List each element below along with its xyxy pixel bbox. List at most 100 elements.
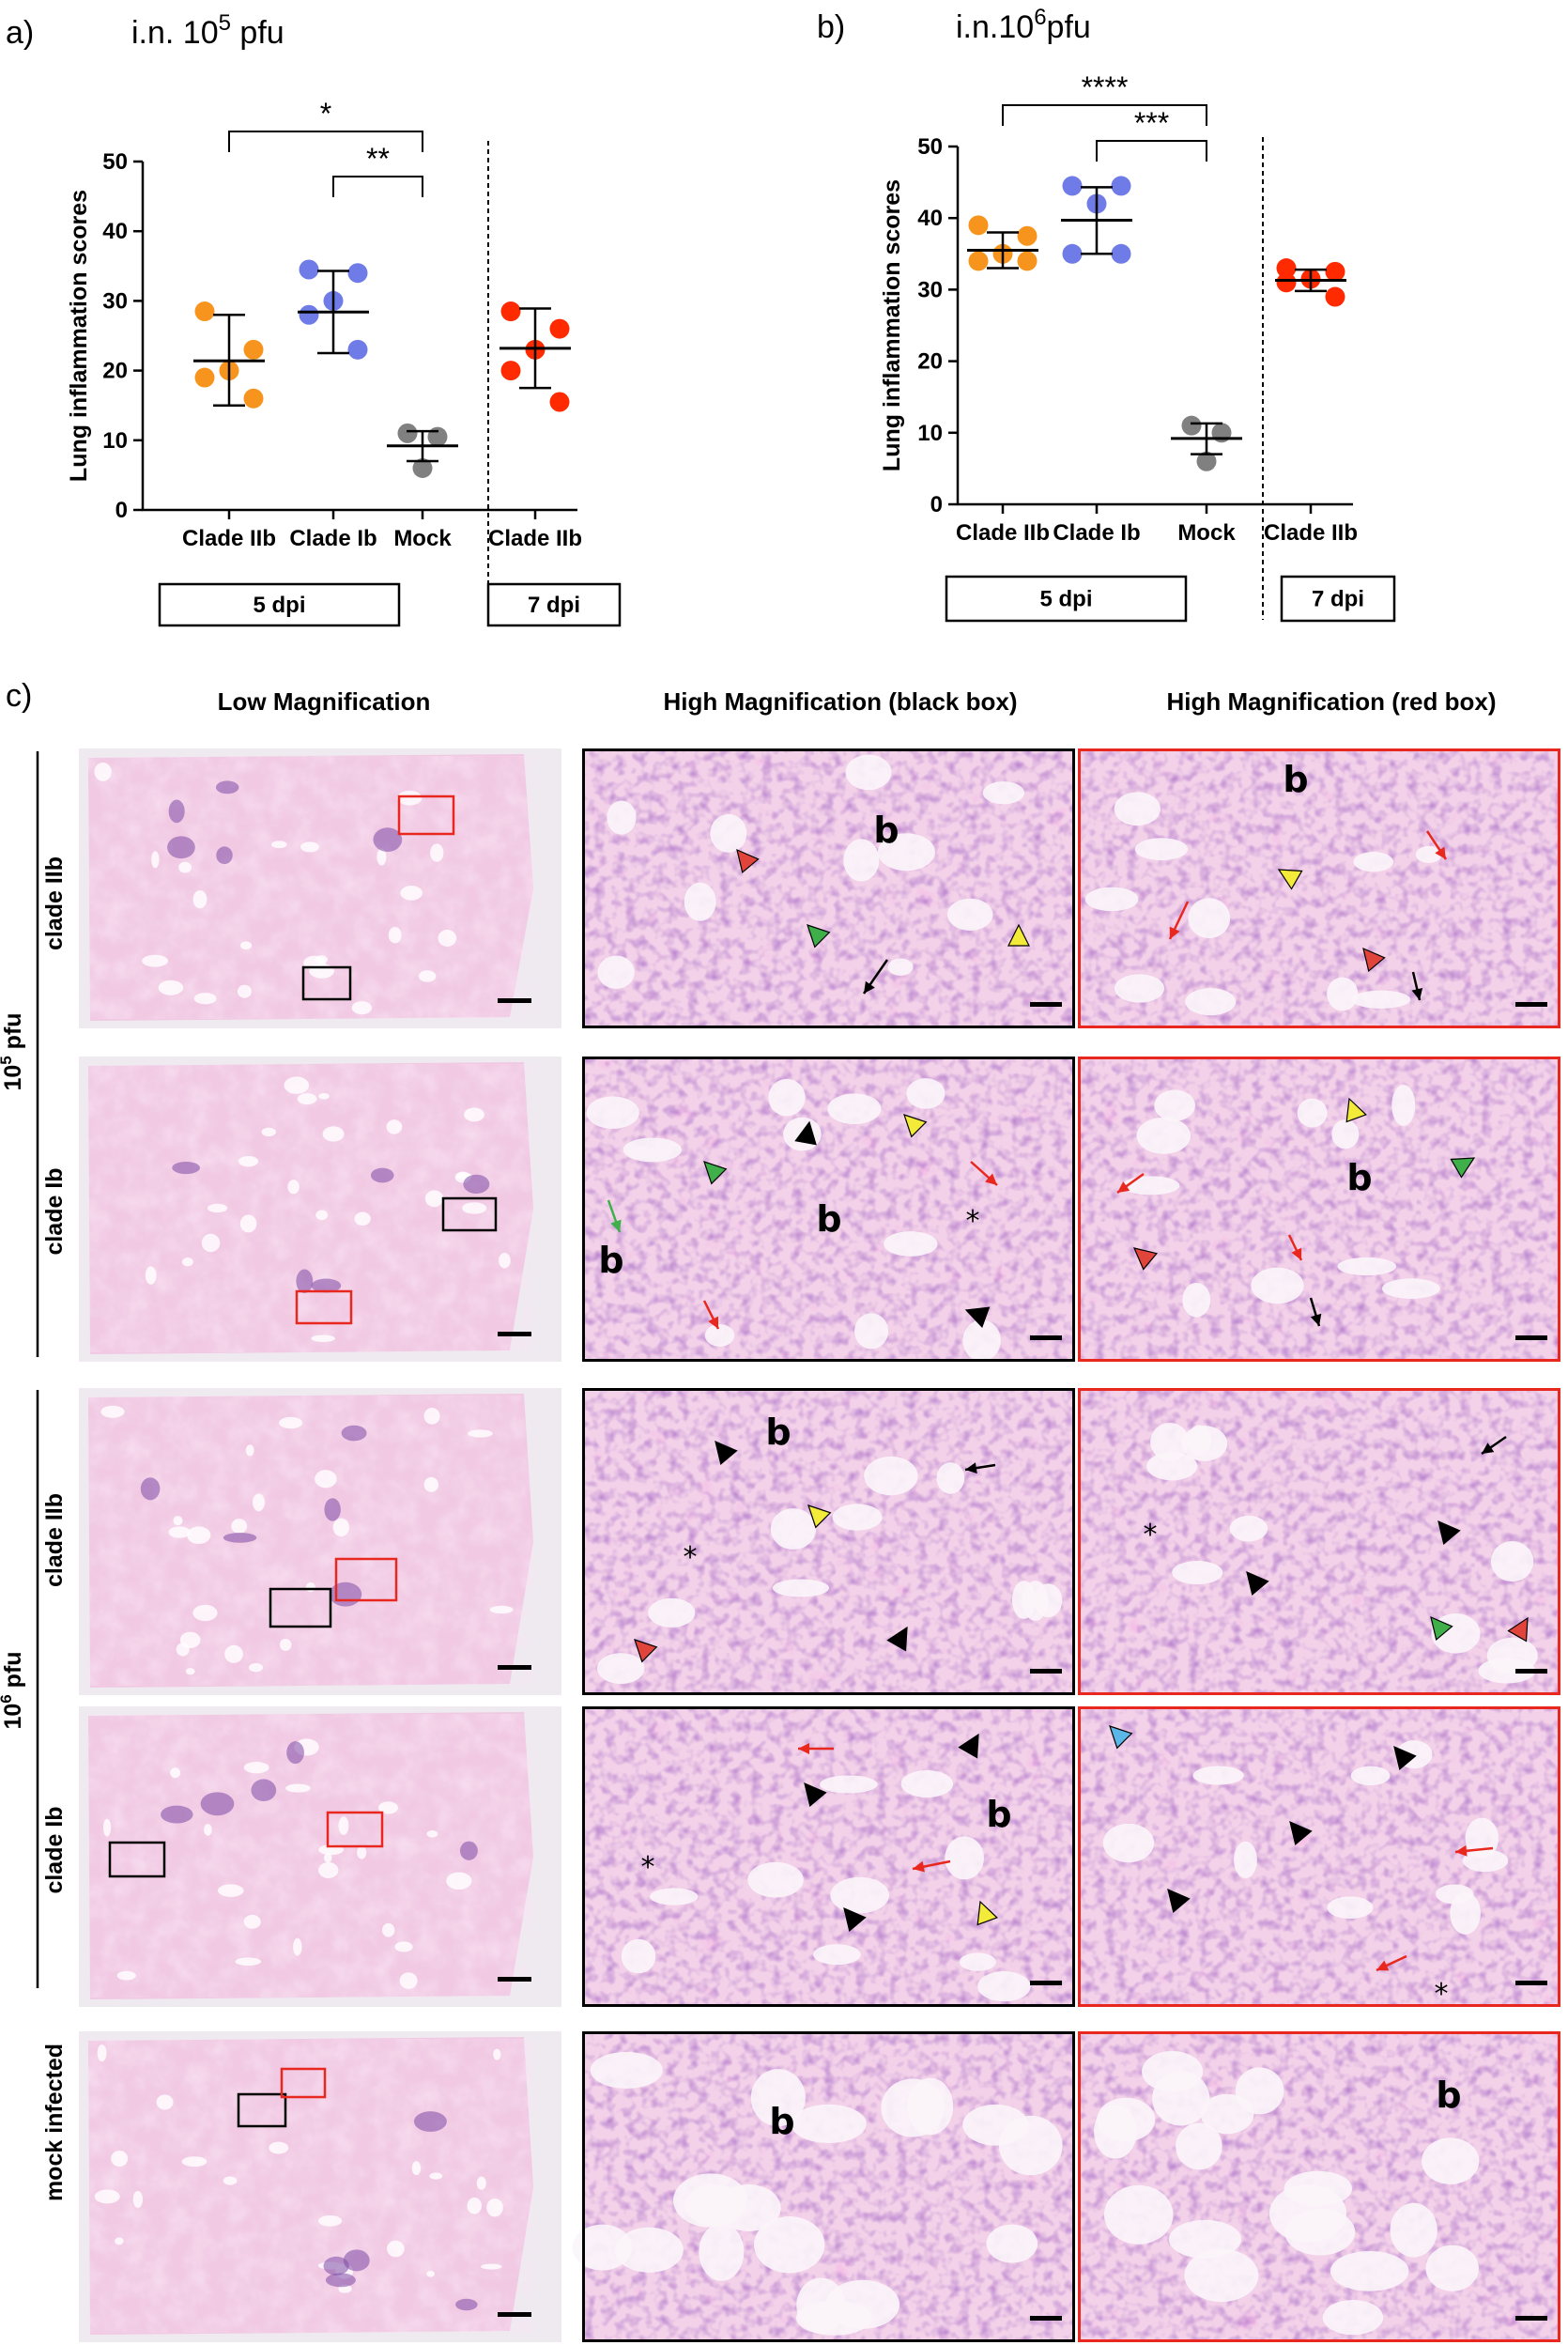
data-point xyxy=(194,301,215,322)
data-point xyxy=(1017,251,1038,271)
data-point xyxy=(397,423,418,443)
black-arrow xyxy=(1481,1435,1507,1456)
panel-b-label: b) xyxy=(817,9,845,45)
red-arrow xyxy=(1287,1234,1303,1261)
y-tick-label: 10 xyxy=(102,428,128,454)
col-header-low-mag: Low Magnification xyxy=(218,687,431,716)
bronchus-mark: b xyxy=(986,1794,1011,1835)
group-label: 5 dpi xyxy=(253,593,305,618)
asterisk-mark: * xyxy=(966,1205,980,1238)
black-region-box xyxy=(108,1841,166,1878)
data-point xyxy=(243,388,264,409)
green-arrowhead xyxy=(703,1161,728,1185)
black-arrowhead xyxy=(1437,1520,1461,1546)
asterisk-mark: * xyxy=(1144,1519,1158,1551)
panel-b-chart: b) i.n.106pfu 0 10 20 30 40 50 Lung inflammati… xyxy=(817,5,1396,623)
data-point xyxy=(549,318,570,339)
yellow-arrowhead xyxy=(1345,1097,1367,1123)
panel-c-label: c) xyxy=(6,678,32,714)
y-tick-label: 0 xyxy=(930,492,943,517)
black-arrowhead xyxy=(843,1906,867,1933)
data-point xyxy=(299,259,319,280)
data-point xyxy=(194,367,215,388)
black-box-image-clade-iib-10-6 xyxy=(582,1388,1075,1695)
data-point xyxy=(1017,225,1038,246)
data-point xyxy=(299,304,319,325)
y-tick-label: 50 xyxy=(917,134,943,160)
black-arrowhead xyxy=(964,1306,991,1328)
black-region-box xyxy=(237,2092,287,2128)
y-tick-label: 0 xyxy=(115,498,128,523)
black-arrowhead xyxy=(886,1626,908,1652)
black-arrowhead xyxy=(1246,1570,1269,1597)
red-box-image-clade-iib-10-5 xyxy=(1078,748,1560,1028)
group-label: 7 dpi xyxy=(528,593,580,618)
data-point xyxy=(1325,286,1345,307)
blue-arrowhead xyxy=(1109,1725,1133,1750)
group-label: 7 dpi xyxy=(1312,587,1364,612)
y-axis-title: Lung inflammation scores xyxy=(66,190,92,482)
data-point xyxy=(1062,243,1083,264)
row-label-clade-iib-10-6: clade IIb xyxy=(41,1493,68,1587)
green-arrowhead xyxy=(1430,1615,1453,1642)
yellow-arrowhead xyxy=(976,1900,998,1926)
micrograph-grid: b b b b b b b b b * * * * * xyxy=(79,748,1560,2342)
low-mag-image-mock xyxy=(79,2031,561,2342)
yellow-arrowhead xyxy=(807,1504,832,1529)
data-point xyxy=(347,263,368,284)
green-arrowhead xyxy=(1450,1157,1476,1179)
y-tick-label: 30 xyxy=(917,277,943,302)
red-arrowhead xyxy=(736,848,760,874)
black-box-image-mock xyxy=(572,2031,1075,2342)
data-point xyxy=(1181,415,1202,436)
x-category-label: Clade IIb xyxy=(488,526,582,551)
x-category-label: Clade Ib xyxy=(289,526,377,551)
red-region-box xyxy=(295,1289,353,1325)
y-tick-label: 20 xyxy=(102,359,128,384)
data-point xyxy=(427,426,448,447)
y-tick-label: 20 xyxy=(917,349,943,375)
low-mag-image-clade-ib-10-6 xyxy=(79,1706,561,2007)
y-tick-label: 10 xyxy=(917,421,943,446)
y-tick-label: 40 xyxy=(102,219,128,244)
row-label-clade-iib-10-5: clade IIb xyxy=(41,856,68,950)
group-box xyxy=(1280,575,1396,623)
x-category-label: Clade IIb xyxy=(956,520,1050,546)
row-label-clade-ib-10-5: clade Ib xyxy=(41,1167,68,1255)
data-point xyxy=(1111,176,1131,196)
yellow-arrowhead xyxy=(1277,869,1303,890)
black-arrowhead xyxy=(958,1733,979,1759)
red-arrow xyxy=(798,1743,834,1754)
data-point xyxy=(968,215,989,236)
dose-label-10-6: 106 pfu xyxy=(0,1651,26,1729)
x-category-label: Clade Ib xyxy=(1053,520,1140,546)
black-arrowhead xyxy=(1289,1820,1313,1846)
red-box-image-mock xyxy=(1078,2031,1560,2342)
black-arrow xyxy=(862,959,889,995)
y-tick-label: 40 xyxy=(917,206,943,231)
red-region-box xyxy=(334,1557,398,1602)
red-arrow xyxy=(1425,830,1448,860)
significance-bracket xyxy=(1096,140,1207,162)
significance-label: ** xyxy=(366,142,390,176)
significance-label: *** xyxy=(1134,106,1169,140)
low-mag-image-clade-ib-10-5 xyxy=(79,1057,561,1362)
group-label: 5 dpi xyxy=(1039,587,1092,612)
significance-label: **** xyxy=(1082,70,1129,104)
yellow-arrowhead xyxy=(1007,923,1030,947)
data-point xyxy=(968,251,989,271)
black-arrow xyxy=(964,1462,996,1474)
data-point xyxy=(1276,258,1297,279)
panel-a-plot-area: 0 10 20 30 40 50 Lung inflammation scores Clade… xyxy=(66,97,622,627)
bronchus-mark: b xyxy=(816,1198,841,1240)
significance-label: * xyxy=(320,97,331,131)
significance-bracket xyxy=(228,131,423,152)
bronchus-mark: b xyxy=(765,1412,791,1453)
x-category-label: Clade IIb xyxy=(1264,520,1358,546)
data-point xyxy=(500,301,521,322)
red-arrow xyxy=(970,1161,998,1186)
panel-a-title: i.n. 105 pfu xyxy=(131,10,284,51)
red-arrow xyxy=(912,1859,951,1873)
x-category-label: Mock xyxy=(393,526,452,551)
red-arrowhead xyxy=(1507,1616,1529,1643)
